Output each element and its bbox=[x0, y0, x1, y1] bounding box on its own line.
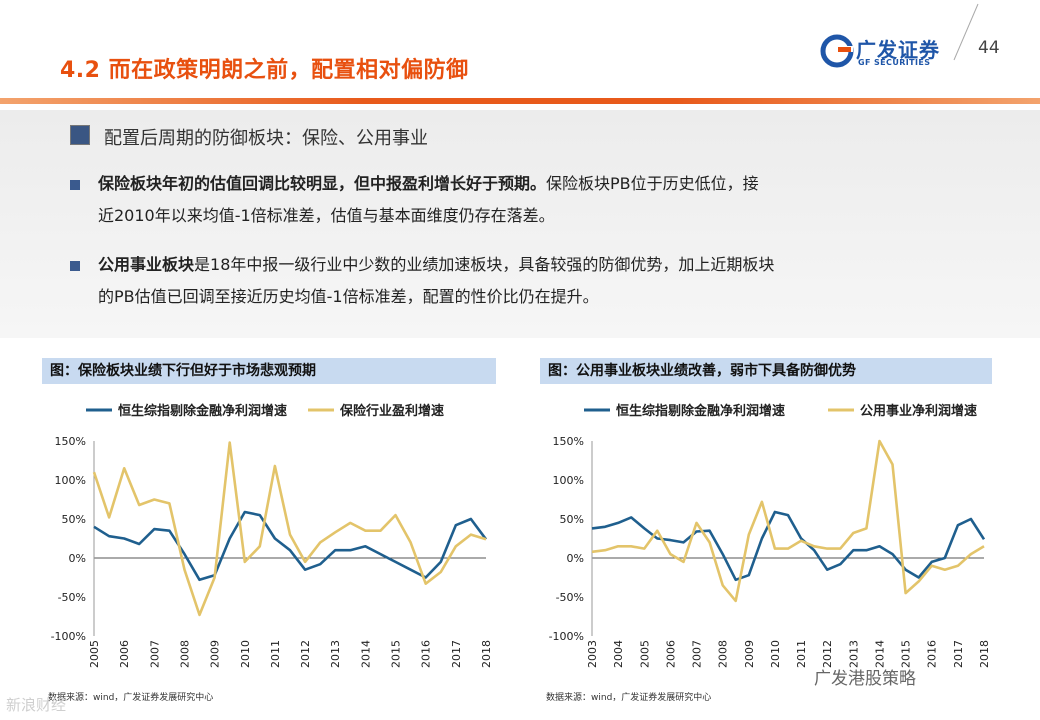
x-tick-label: 2007 bbox=[148, 640, 161, 668]
x-tick-label: 2012 bbox=[821, 640, 834, 668]
square-bullet-icon bbox=[70, 261, 80, 271]
chart-2-header: 图：公用事业板块业绩改善，弱市下具备防御优势 bbox=[540, 358, 992, 384]
y-tick-label: -100% bbox=[51, 630, 86, 643]
x-tick-label: 2017 bbox=[952, 640, 965, 668]
y-tick-label: 150% bbox=[55, 435, 86, 448]
square-bullet-icon bbox=[70, 125, 90, 145]
x-tick-label: 2011 bbox=[269, 640, 282, 668]
x-tick-label: 2006 bbox=[664, 640, 677, 668]
x-tick-label: 2017 bbox=[450, 640, 463, 668]
y-tick-label: -50% bbox=[556, 591, 584, 604]
header-rule bbox=[0, 98, 1040, 104]
series-line bbox=[591, 510, 986, 582]
legend-label: 公用事业净利润增速 bbox=[860, 403, 977, 419]
y-tick-label: 0% bbox=[69, 552, 86, 565]
x-tick-label: 2014 bbox=[873, 640, 886, 668]
brand-logo: 广发证券 GF SECURITIES bbox=[820, 34, 945, 68]
x-tick-label: 2012 bbox=[299, 640, 312, 668]
x-tick-label: 2018 bbox=[480, 640, 493, 668]
x-tick-label: 2013 bbox=[329, 640, 342, 668]
logo-mark-icon bbox=[820, 34, 854, 68]
legend-label: 恒生综指剔除金融净利润增速 bbox=[616, 403, 785, 419]
point-utilities: 公用事业板块是18年中报一级行业中少数的业绩加速板块，具备较强的防御优势，加上近… bbox=[98, 249, 1008, 313]
x-tick-label: 2014 bbox=[359, 640, 372, 668]
x-tick-label: 2008 bbox=[178, 640, 191, 668]
y-tick-label: 100% bbox=[553, 474, 584, 487]
legend-label: 保险行业盈利增速 bbox=[339, 403, 444, 419]
x-tick-label: 2010 bbox=[769, 640, 782, 668]
x-tick-label: 2010 bbox=[239, 640, 252, 668]
x-tick-label: 2011 bbox=[795, 640, 808, 668]
chart-2: 恒生综指剔除金融净利润增速 公用事业净利润增速 150% 100% 50% 0% -50% -… bbox=[549, 403, 991, 668]
series-line bbox=[93, 510, 488, 582]
x-tick-label: 2015 bbox=[900, 640, 913, 668]
x-tick-label: 2006 bbox=[118, 640, 131, 668]
y-tick-label: 0% bbox=[567, 552, 584, 565]
point-bold: 公用事业板块 bbox=[98, 255, 195, 274]
chart-1-source: 数据来源：wind，广发证券发展研究中心 bbox=[48, 693, 214, 703]
legend-label: 恒生综指剔除金融净利润增速 bbox=[118, 403, 287, 419]
chart-2-source: 数据来源：wind，广发证券发展研究中心 bbox=[546, 693, 712, 703]
point-text: 的PB估值已回调至接近历史均值-1倍标准差，配置的性价比仍在提升。 bbox=[98, 287, 599, 306]
x-tick-label: 2016 bbox=[926, 640, 939, 668]
y-tick-label: 50% bbox=[62, 513, 86, 526]
x-tick-label: 2008 bbox=[717, 640, 730, 668]
x-tick-label: 2016 bbox=[420, 640, 433, 668]
point-text: 近2010年以来均值-1倍标准差，估值与基本面维度仍存在落差。 bbox=[98, 206, 555, 225]
x-tick-label: 2007 bbox=[691, 640, 704, 668]
logo-subtext: GF SECURITIES bbox=[858, 58, 931, 67]
y-tick-label: 50% bbox=[560, 513, 584, 526]
y-tick-label: 100% bbox=[55, 474, 86, 487]
x-tick-label: 2005 bbox=[638, 640, 651, 668]
chart-1-header: 图：保险板块业绩下行但好于市场悲观预期 bbox=[42, 358, 496, 384]
page-title: 4.2 而在政策明朗之前，配置相对偏防御 bbox=[60, 58, 469, 83]
y-tick-label: 150% bbox=[553, 435, 584, 448]
watermark-right: 广发港股策略 bbox=[814, 669, 916, 689]
watermark-left: 新浪财经 bbox=[6, 696, 67, 714]
point-insurance: 保险板块年初的估值回调比较明显，但中报盈利增长好于预期。保险板块PB位于历史低位… bbox=[98, 168, 1008, 232]
x-tick-label: 2003 bbox=[586, 640, 599, 668]
y-tick-label: -50% bbox=[58, 591, 86, 604]
x-tick-label: 2004 bbox=[612, 640, 625, 668]
series-line bbox=[591, 439, 985, 603]
page-number: 44 bbox=[978, 38, 1000, 58]
x-tick-label: 2005 bbox=[88, 640, 101, 668]
logo-text: 广发证券 bbox=[856, 38, 940, 62]
x-tick-label: 2018 bbox=[978, 640, 991, 668]
x-tick-label: 2015 bbox=[390, 640, 403, 668]
point-text: 是18年中报一级行业中少数的业绩加速板块，具备较强的防御优势，加上近期板块 bbox=[194, 255, 775, 274]
x-tick-label: 2009 bbox=[743, 640, 756, 668]
summary-band bbox=[0, 110, 1040, 338]
y-tick-label: -100% bbox=[549, 630, 584, 643]
x-tick-label: 2009 bbox=[209, 640, 222, 668]
chart-1: 恒生综指剔除金融净利润增速 保险行业盈利增速 150% 100% 50% 0% -50% -1… bbox=[51, 403, 493, 668]
point-text: 保险板块PB位于历史低位，接 bbox=[546, 174, 759, 193]
x-tick-label: 2013 bbox=[847, 640, 860, 668]
series-line bbox=[92, 441, 487, 617]
section-subtitle: 配置后周期的防御板块：保险、公用事业 bbox=[104, 128, 428, 149]
point-bold: 保险板块年初的估值回调比较明显，但中报盈利增长好于预期。 bbox=[98, 174, 547, 193]
header-slash bbox=[953, 3, 979, 61]
square-bullet-icon bbox=[70, 180, 80, 190]
